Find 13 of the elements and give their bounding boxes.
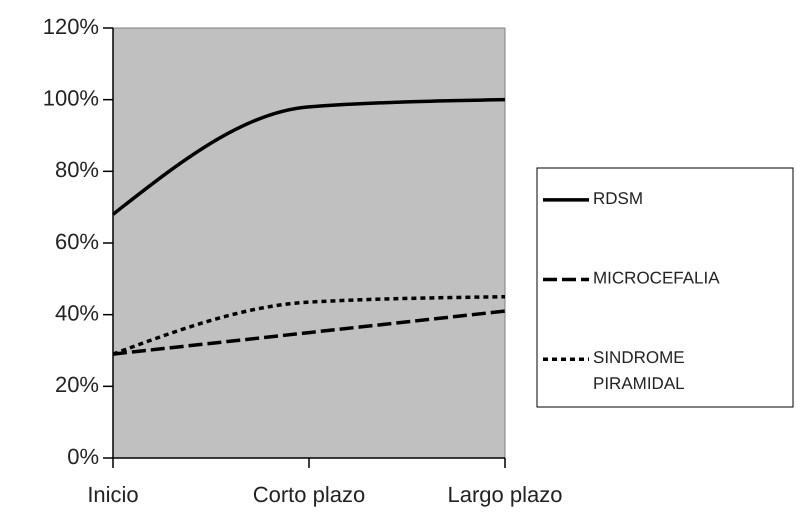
y-tick-label: 20% (54, 372, 99, 398)
legend-label: RDSM (593, 189, 644, 208)
x-tick-label: Inicio (87, 482, 139, 507)
y-tick-label: 80% (54, 157, 99, 182)
y-tick-label: 40% (54, 300, 99, 326)
x-tick-label: Largo plazo (448, 482, 562, 507)
y-tick-label: 120% (42, 14, 99, 39)
y-tick-label: 0% (67, 444, 99, 469)
y-tick-label: 100% (42, 85, 99, 110)
legend-label: SINDROME PIRAMIDAL (593, 348, 685, 394)
y-tick-label: 60% (54, 228, 99, 254)
x-tick-label: Corto plazo (252, 482, 366, 507)
legend-label: MICROCEFALIA (593, 269, 720, 288)
